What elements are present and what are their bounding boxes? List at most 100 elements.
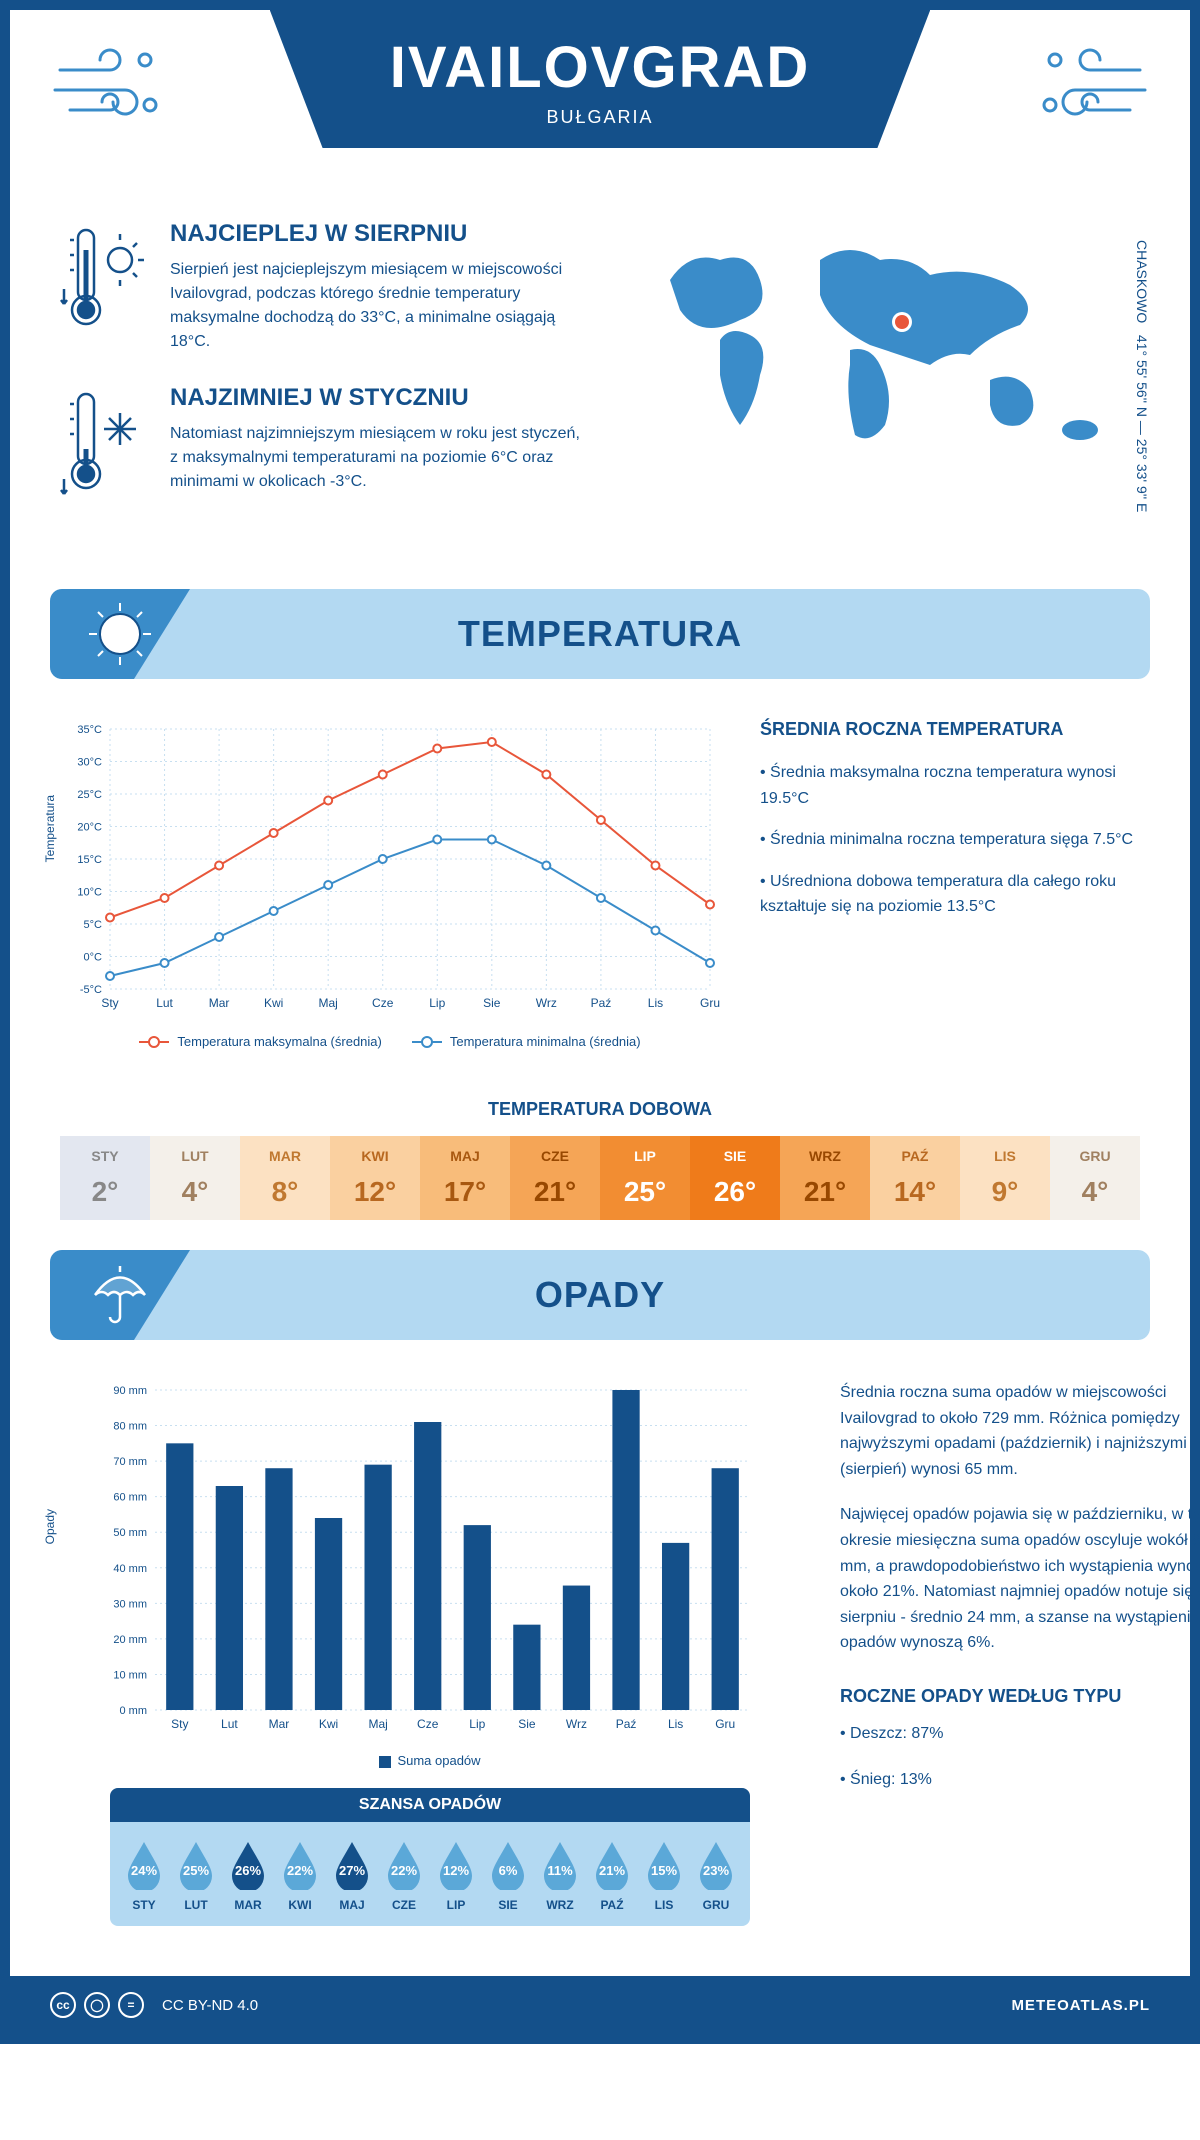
daily-cell: MAR 8° xyxy=(240,1136,330,1220)
hot-text: Sierpień jest najcieplejszym miesiącem w… xyxy=(170,258,590,354)
chance-cell: 23% GRU xyxy=(690,1840,742,1912)
svg-text:Sie: Sie xyxy=(483,996,501,1010)
svg-text:Lut: Lut xyxy=(156,996,173,1010)
daily-cell: GRU 4° xyxy=(1050,1136,1140,1220)
chance-cell: 22% KWI xyxy=(274,1840,326,1912)
thermometer-hot-icon xyxy=(60,220,150,354)
svg-text:Kwi: Kwi xyxy=(264,996,283,1010)
city-title: IVAILOVGRAD xyxy=(390,34,811,101)
svg-text:5°C: 5°C xyxy=(84,919,103,931)
daily-cell: LUT 4° xyxy=(150,1136,240,1220)
temp-bullet: • Uśredniona dobowa temperatura dla całe… xyxy=(760,869,1140,920)
svg-text:Cze: Cze xyxy=(372,996,394,1010)
svg-text:Gru: Gru xyxy=(700,996,720,1010)
world-map: CHASKOWO 41° 55' 56'' N — 25° 33' 9'' E xyxy=(640,220,1140,539)
svg-text:Lip: Lip xyxy=(469,1717,485,1731)
svg-text:Gru: Gru xyxy=(715,1717,735,1731)
daily-cell: LIP 25° xyxy=(600,1136,690,1220)
chance-cell: 12% LIP xyxy=(430,1840,482,1912)
svg-text:Sty: Sty xyxy=(171,1717,188,1731)
svg-text:15°C: 15°C xyxy=(77,854,102,866)
svg-text:10°C: 10°C xyxy=(77,887,102,899)
svg-text:Mar: Mar xyxy=(209,996,230,1010)
daily-cell: MAJ 17° xyxy=(420,1136,510,1220)
svg-text:20 mm: 20 mm xyxy=(113,1634,147,1646)
license-icons: cc ◯ = CC BY-ND 4.0 xyxy=(50,1992,258,2018)
svg-text:20°C: 20°C xyxy=(77,822,102,834)
daily-cell: STY 2° xyxy=(60,1136,150,1220)
svg-text:Sty: Sty xyxy=(101,996,118,1010)
temp-bullet: • Średnia minimalna roczna temperatura s… xyxy=(760,827,1140,853)
temperature-section-header: TEMPERATURA xyxy=(50,589,1150,679)
chance-cell: 21% PAŹ xyxy=(586,1840,638,1912)
precip-section-header: OPADY xyxy=(50,1250,1150,1340)
site-name: METEOATLAS.PL xyxy=(1011,1997,1150,2014)
svg-text:Wrz: Wrz xyxy=(536,996,557,1010)
svg-text:70 mm: 70 mm xyxy=(113,1456,147,1468)
svg-text:Paź: Paź xyxy=(591,996,612,1010)
daily-cell: PAŹ 14° xyxy=(870,1136,960,1220)
svg-text:30 mm: 30 mm xyxy=(113,1598,147,1610)
daily-temp-title: TEMPERATURA DOBOWA xyxy=(10,1099,1190,1120)
svg-text:Sie: Sie xyxy=(518,1717,536,1731)
temp-heading: TEMPERATURA xyxy=(458,613,742,655)
svg-text:Lis: Lis xyxy=(648,996,663,1010)
chance-cell: 22% CZE xyxy=(378,1840,430,1912)
svg-text:0 mm: 0 mm xyxy=(120,1705,148,1717)
temp-bullet: • Średnia maksymalna roczna temperatura … xyxy=(760,760,1140,811)
svg-text:Lis: Lis xyxy=(668,1717,683,1731)
svg-text:Kwi: Kwi xyxy=(319,1717,338,1731)
svg-text:Paź: Paź xyxy=(616,1717,637,1731)
svg-text:Maj: Maj xyxy=(368,1717,387,1731)
svg-text:35°C: 35°C xyxy=(77,724,102,736)
chance-cell: 25% LUT xyxy=(170,1840,222,1912)
daily-cell: SIE 26° xyxy=(690,1136,780,1220)
temp-info-title: ŚREDNIA ROCZNA TEMPERATURA xyxy=(760,719,1140,740)
chance-cell: 26% MAR xyxy=(222,1840,274,1912)
precip-type: • Śnieg: 13% xyxy=(840,1767,1200,1793)
cold-fact: NAJZIMNIEJ W STYCZNIU Natomiast najzimni… xyxy=(60,384,600,509)
svg-text:80 mm: 80 mm xyxy=(113,1421,147,1433)
daily-temp-table: STY 2° LUT 4° MAR 8° KWI 12° MAJ 17° CZE… xyxy=(60,1136,1140,1220)
wind-icon xyxy=(50,40,170,135)
svg-text:Lip: Lip xyxy=(429,996,445,1010)
footer: cc ◯ = CC BY-ND 4.0 METEOATLAS.PL xyxy=(10,1976,1190,2034)
svg-text:25°C: 25°C xyxy=(77,789,102,801)
title-banner: IVAILOVGRAD BUŁGARIA xyxy=(270,10,931,148)
legend-item: Temperatura minimalna (średnia) xyxy=(412,1034,641,1049)
thermometer-cold-icon xyxy=(60,384,150,509)
daily-cell: CZE 21° xyxy=(510,1136,600,1220)
precip-heading: OPADY xyxy=(535,1274,665,1316)
precip-info: Średnia roczna suma opadów w miejscowośc… xyxy=(840,1380,1200,1956)
cold-title: NAJZIMNIEJ W STYCZNIU xyxy=(170,384,590,412)
coordinates: CHASKOWO 41° 55' 56'' N — 25° 33' 9'' E xyxy=(1134,240,1150,512)
hot-title: NAJCIEPLEJ W SIERPNIU xyxy=(170,220,590,248)
daily-cell: LIS 9° xyxy=(960,1136,1050,1220)
header: IVAILOVGRAD BUŁGARIA xyxy=(10,10,1190,210)
svg-text:Lut: Lut xyxy=(221,1717,238,1731)
chance-cell: 6% SIE xyxy=(482,1840,534,1912)
precip-type: • Deszcz: 87% xyxy=(840,1721,1200,1747)
svg-text:90 mm: 90 mm xyxy=(113,1385,147,1397)
precipitation-bar-chart: Opady 0 mm10 mm20 mm30 mm40 mm50 mm60 mm… xyxy=(60,1380,800,1768)
temperature-line-chart: Temperatura -5°C0°C5°C10°C15°C20°C25°C30… xyxy=(60,719,720,1059)
svg-text:Mar: Mar xyxy=(269,1717,290,1731)
chance-cell: 27% MAJ xyxy=(326,1840,378,1912)
wind-icon xyxy=(1030,40,1150,135)
svg-text:0°C: 0°C xyxy=(84,952,103,964)
cold-text: Natomiast najzimniejszym miesiącem w rok… xyxy=(170,422,590,494)
svg-text:-5°C: -5°C xyxy=(80,984,102,996)
chance-cell: 15% LIS xyxy=(638,1840,690,1912)
svg-text:40 mm: 40 mm xyxy=(113,1563,147,1575)
svg-text:60 mm: 60 mm xyxy=(113,1492,147,1504)
chance-cell: 24% STY xyxy=(118,1840,170,1912)
hot-fact: NAJCIEPLEJ W SIERPNIU Sierpień jest najc… xyxy=(60,220,600,354)
intro-section: NAJCIEPLEJ W SIERPNIU Sierpień jest najc… xyxy=(10,210,1190,569)
chance-cell: 11% WRZ xyxy=(534,1840,586,1912)
legend-item: Temperatura maksymalna (średnia) xyxy=(139,1034,381,1049)
svg-text:50 mm: 50 mm xyxy=(113,1527,147,1539)
sun-icon xyxy=(50,589,190,679)
daily-cell: WRZ 21° xyxy=(780,1136,870,1220)
svg-text:Maj: Maj xyxy=(319,996,338,1010)
umbrella-icon xyxy=(50,1250,190,1340)
